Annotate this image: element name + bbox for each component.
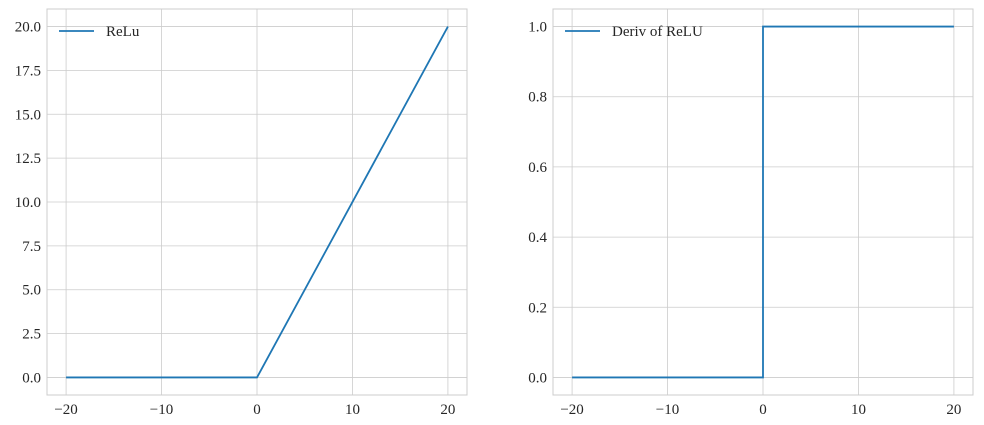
x-tick-label: 10: [345, 402, 360, 418]
series-line-1: [572, 25, 954, 379]
y-tick-label: 0.0: [22, 370, 41, 386]
y-tick-label: 1.0: [528, 20, 547, 36]
y-tick-label: 2.5: [22, 327, 41, 343]
y-tick-label: 0.2: [528, 300, 547, 316]
legend: Deriv of ReLU: [565, 24, 703, 40]
x-tick-label: 20: [440, 402, 455, 418]
y-tick-label: 7.5: [22, 239, 41, 255]
x-tick-label: −10: [150, 402, 173, 418]
x-tick-label: 20: [946, 402, 961, 418]
y-tick-label: 15.0: [15, 107, 41, 123]
y-tick-label: 10.0: [15, 195, 41, 211]
axes-frame: [552, 8, 974, 396]
x-tick-label: 0: [759, 402, 767, 418]
chart-panel-2: −20 −10 0 10 20 0.0 0.2 0.4 0.6 0.8 1.0 Deriv of Re…: [528, 8, 974, 418]
series-line-1: [66, 26, 449, 379]
x-tick-label: −20: [54, 402, 77, 418]
axes-frame: [46, 8, 468, 396]
x-tick-label: −20: [560, 402, 583, 418]
y-tick-label: 5.0: [22, 283, 41, 299]
x-tick-label: 0: [253, 402, 261, 418]
legend: ReLu: [59, 24, 140, 40]
legend-label: ReLu: [106, 24, 140, 40]
legend-label: Deriv of ReLU: [612, 24, 703, 40]
chart-panel-1: −20 −10 0 10 20 0.0 2.5 5.0 7.5 10.0 12.5 15.0 17.5 2…: [15, 8, 468, 418]
y-tick-label: 17.5: [15, 63, 41, 79]
y-tick-label: 20.0: [15, 20, 41, 36]
y-tick-label: 0.4: [528, 230, 547, 246]
y-tick-label: 0.0: [528, 370, 547, 386]
x-tick-label: −10: [656, 402, 679, 418]
y-tick-label: 0.8: [528, 90, 547, 106]
x-tick-label: 10: [851, 402, 866, 418]
y-tick-label: 12.5: [15, 151, 41, 167]
y-tick-label: 0.6: [528, 160, 547, 176]
